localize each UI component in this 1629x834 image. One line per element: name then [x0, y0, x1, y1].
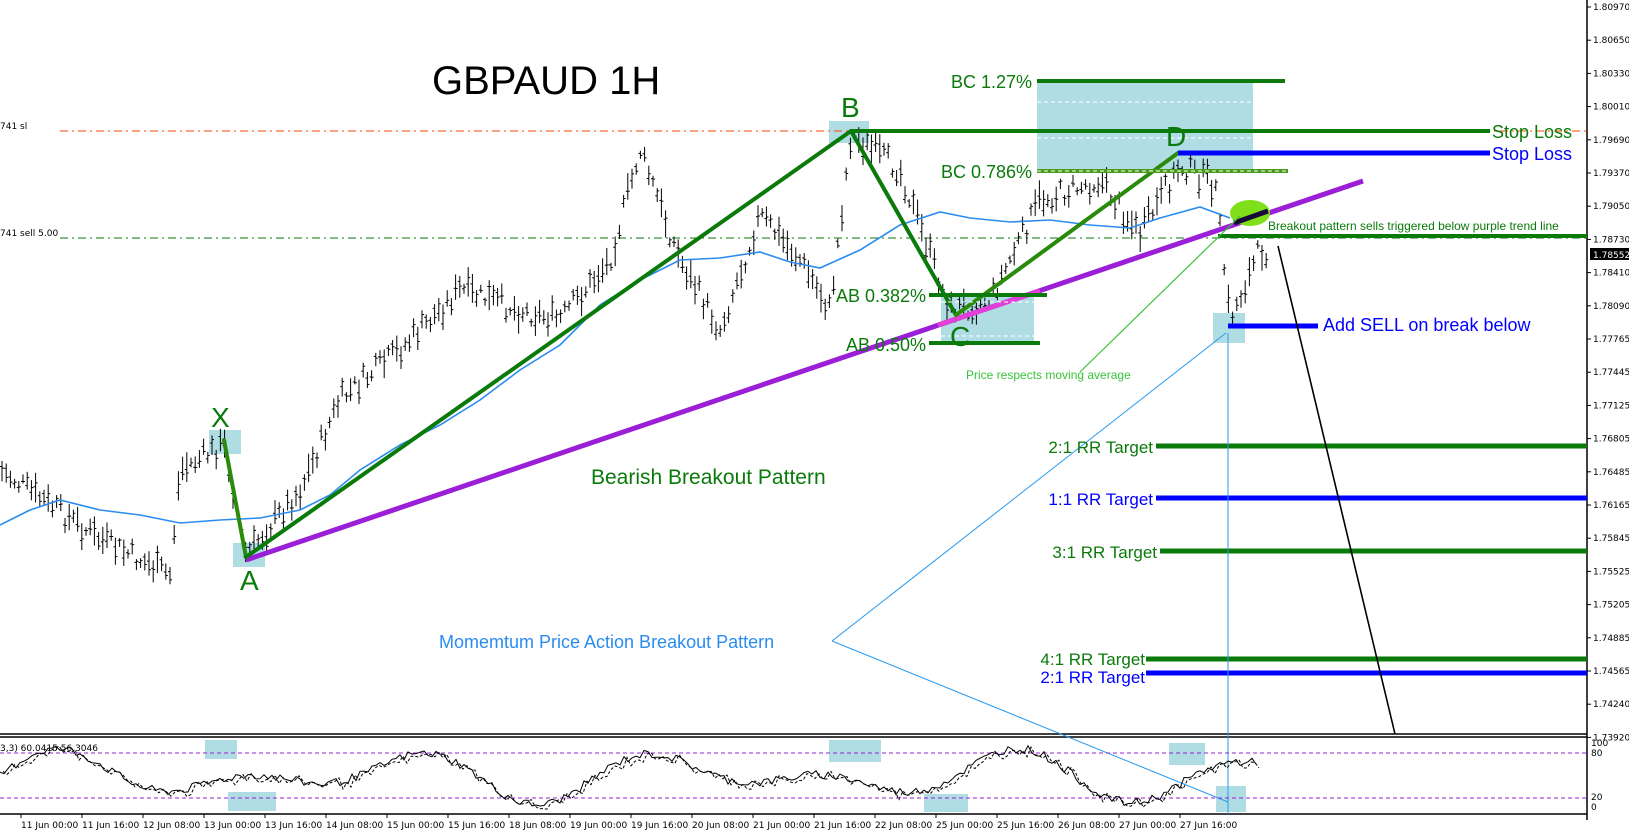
- time-tick-label: 21 Jun 16:00: [814, 821, 871, 831]
- price-tick-label: 1.75845: [1593, 534, 1629, 544]
- ab-382-label: AB 0.382%: [836, 286, 926, 306]
- stoch-scale-20: 20: [1591, 793, 1603, 803]
- point-x-label: X: [211, 402, 230, 433]
- fib-level-labels: BC 1.27% BC 0.786% AB 0.382% AB 0.50%: [836, 72, 1032, 355]
- price-tick-label: 1.76165: [1593, 501, 1629, 511]
- price-axis[interactable]: 1.80970 1.80650 1.80330 1.80010 1.79690 1.793…: [1587, 3, 1629, 743]
- point-b-label: B: [841, 92, 860, 123]
- rr-2-1-blue-label: 2:1 RR Target: [1040, 668, 1145, 687]
- time-tick-label: 20 Jun 08:00: [692, 821, 749, 831]
- time-tick-label: 26 Jun 08:00: [1058, 821, 1115, 831]
- momentum-pattern-label: Momemtum Price Action Breakout Pattern: [439, 632, 774, 652]
- price-tick-label: 1.79370: [1593, 169, 1629, 179]
- price-tick-label: 1.78090: [1593, 302, 1629, 312]
- current-price-badge: [1590, 248, 1629, 260]
- time-tick-label: 13 Jun 16:00: [265, 821, 322, 831]
- time-tick-label: 21 Jun 00:00: [753, 821, 810, 831]
- price-tick-label: 1.76485: [1593, 468, 1629, 478]
- breakout-segment: [1233, 208, 1269, 226]
- time-tick-label: 27 Jun 16:00: [1180, 821, 1237, 831]
- price-tick-label: 1.79050: [1593, 202, 1629, 212]
- momentum-callout-lines: [831, 332, 1229, 814]
- price-tick-label: 1.78410: [1593, 269, 1629, 279]
- rr-4-1-green-label: 4:1 RR Target: [1040, 650, 1145, 669]
- price-tick-label: 1.74885: [1593, 634, 1629, 644]
- time-tick-label: 13 Jun 00:00: [204, 821, 261, 831]
- bc-786-label: BC 0.786%: [941, 162, 1032, 182]
- time-tick-label: 14 Jun 08:00: [326, 821, 383, 831]
- ma-note-pointer: [1079, 215, 1241, 373]
- time-tick-label: 25 Jun 00:00: [936, 821, 993, 831]
- time-tick-label: 19 Jun 00:00: [570, 821, 627, 831]
- stoch-scale-0: 0: [1591, 803, 1597, 813]
- price-respects-note: Price respects moving average: [966, 368, 1131, 382]
- price-tick-label: 1.75205: [1593, 601, 1629, 611]
- projection-line: [1277, 245, 1396, 735]
- price-tick-label: 1.80650: [1593, 36, 1629, 46]
- stochastic-params-label: 3,3) 60.0415 56.3046: [0, 744, 98, 754]
- chart-title: GBPAUD 1H: [432, 59, 660, 103]
- purple-trend-line[interactable]: [245, 178, 1364, 563]
- xabcd-pattern: [222, 129, 1180, 559]
- time-tick-label: 19 Jun 16:00: [631, 821, 688, 831]
- time-axis[interactable]: 11 Jun 00:00 11 Jun 16:00 12 Jun 08:00 13 J…: [20, 814, 1237, 831]
- stochastic-scale: 100 80 20 0: [1591, 739, 1608, 813]
- point-c-label: C: [950, 321, 970, 352]
- bc-127-label: BC 1.27%: [951, 72, 1032, 92]
- time-tick-label: 12 Jun 08:00: [143, 821, 200, 831]
- price-tick-label: 1.77765: [1593, 335, 1629, 345]
- price-tick-label: 1.78730: [1593, 235, 1629, 245]
- price-tick-label: 1.75525: [1593, 567, 1629, 577]
- fib-levels: [851, 79, 1490, 345]
- stop-loss-green-label: Stop Loss: [1492, 122, 1572, 142]
- rr-3-1-green-label: 3:1 RR Target: [1052, 543, 1157, 562]
- point-a-label: A: [240, 565, 259, 596]
- price-tick-label: 1.74565: [1593, 667, 1629, 677]
- order-sell-label: 741 sell 5.00: [0, 229, 58, 239]
- time-tick-label: 11 Jun 00:00: [21, 821, 78, 831]
- time-tick-label: 22 Jun 08:00: [875, 821, 932, 831]
- price-tick-label: 1.80010: [1593, 103, 1629, 113]
- time-tick-label: 15 Jun 16:00: [448, 821, 505, 831]
- price-tick-label: 1.80970: [1593, 3, 1629, 13]
- chart-background: [0, 0, 1587, 834]
- time-tick-label: 15 Jun 00:00: [387, 821, 444, 831]
- ab-50-label: AB 0.50%: [846, 335, 926, 355]
- current-price-value: 1.78552: [1593, 251, 1629, 261]
- stop-loss-blue-label: Stop Loss: [1492, 144, 1572, 164]
- time-tick-label: 18 Jun 08:00: [509, 821, 566, 831]
- time-tick-label: 25 Jun 16:00: [997, 821, 1054, 831]
- time-tick-label: 11 Jun 16:00: [82, 821, 139, 831]
- price-tick-label: 1.77125: [1593, 401, 1629, 411]
- price-tick-label: 1.73920: [1593, 733, 1629, 743]
- price-tick-label: 1.79690: [1593, 136, 1629, 146]
- breakout-note: Breakout pattern sells triggered below p…: [1268, 219, 1559, 233]
- stochastic-main-line: [0, 744, 1257, 807]
- order-sl-label: 741 sl: [0, 122, 27, 132]
- rr-1-1-blue-label: 1:1 RR Target: [1048, 490, 1153, 509]
- time-tick-label: 27 Jun 00:00: [1119, 821, 1176, 831]
- price-tick-label: 1.74240: [1593, 700, 1629, 710]
- stoch-scale-100: 100: [1591, 739, 1608, 749]
- rr-2-1-green-label: 2:1 RR Target: [1048, 438, 1153, 457]
- point-d-label: D: [1166, 121, 1186, 152]
- price-tick-label: 1.77445: [1593, 368, 1629, 378]
- price-tick-label: 1.80330: [1593, 69, 1629, 79]
- add-sell-label: Add SELL on break below: [1323, 315, 1531, 335]
- rr-target-labels: 2:1 RR Target 1:1 RR Target 3:1 RR Targe…: [1040, 438, 1157, 687]
- price-tick-label: 1.76805: [1593, 435, 1629, 445]
- stochastic-signal-line: [2, 745, 1260, 810]
- stoch-scale-80: 80: [1591, 749, 1603, 759]
- pattern-point-labels: X A B C D: [211, 92, 1186, 596]
- bearish-pattern-label: Bearish Breakout Pattern: [591, 466, 826, 489]
